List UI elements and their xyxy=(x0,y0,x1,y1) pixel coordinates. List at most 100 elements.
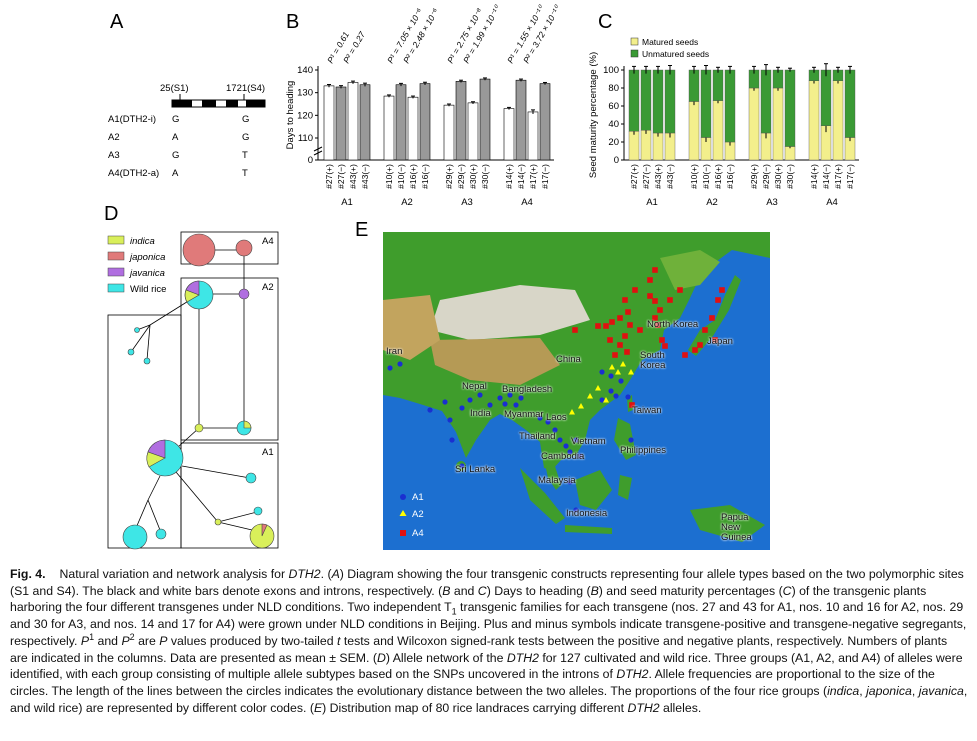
caption-label: Fig. 4. xyxy=(10,567,46,581)
map-point-a1 xyxy=(628,437,634,443)
group-label: A1 xyxy=(646,197,658,208)
map-point-a4 xyxy=(715,297,721,303)
caption-text: ) Diagram showing the four transgenic co… xyxy=(10,567,964,598)
bar-segment xyxy=(664,69,676,134)
map-label: Sri Lanka xyxy=(455,464,496,475)
bar-segment xyxy=(784,146,796,161)
map-label: Myanmar xyxy=(504,409,544,420)
legend-label: A1 xyxy=(412,492,424,503)
map-point-a1 xyxy=(449,437,455,443)
bar-segment xyxy=(844,69,856,138)
bar-segment xyxy=(820,69,832,126)
allele-s1: A xyxy=(172,132,179,143)
panel-letter: A xyxy=(110,11,124,33)
panel-letter: B xyxy=(286,11,299,33)
panel-letter: E xyxy=(355,219,368,241)
caption-text: 2 xyxy=(129,631,135,642)
bar-segment xyxy=(640,69,652,131)
map-point-a4 xyxy=(595,323,601,329)
x-tick-label: #10(−) xyxy=(701,164,711,189)
caption-text: ) and seed maturity percentages ( xyxy=(598,583,783,598)
network-legend: indica japonica javanica Wild rice xyxy=(107,235,166,295)
map-label: Taiwan xyxy=(632,405,662,416)
map-point-a1 xyxy=(477,392,483,398)
allele-s4: T xyxy=(242,150,248,161)
map-point-a1 xyxy=(567,449,573,455)
map-point-a1 xyxy=(599,369,605,375)
map-point-a4 xyxy=(667,297,673,303)
map-label: Vietnam xyxy=(571,436,606,447)
group-label: A3 xyxy=(461,197,473,208)
map-point-a4 xyxy=(647,277,653,283)
bar-segment xyxy=(712,100,724,161)
map-point-a4 xyxy=(697,342,703,348)
caption-text: , xyxy=(859,683,867,698)
map-point-a4 xyxy=(702,327,708,333)
map-point-a4 xyxy=(612,352,618,358)
x-tick-label: #27(−) xyxy=(641,164,651,189)
map-label: Bangladesh xyxy=(502,384,553,395)
bar xyxy=(359,84,371,161)
bar-segment xyxy=(712,69,724,101)
bar-segment xyxy=(688,101,700,161)
x-tick-label: #16(+) xyxy=(408,164,418,189)
bar xyxy=(455,81,467,161)
caption-text: values produced by two-tailed xyxy=(167,633,337,648)
site-label: 25(S1) xyxy=(160,83,189,94)
map-point-a1 xyxy=(459,463,465,469)
bar-segment xyxy=(640,130,652,161)
bar-segment xyxy=(748,87,760,161)
map-point-a4 xyxy=(677,287,683,293)
map-point-a1 xyxy=(567,479,573,485)
map-legend: A1 A2 A4 xyxy=(399,492,424,539)
panel-letter: C xyxy=(598,11,612,33)
axis-break xyxy=(313,146,323,156)
caption-text: DTH2 xyxy=(627,700,660,715)
caption-text: indica xyxy=(827,683,860,698)
caption: Fig. 4. Natural variation and network ana… xyxy=(10,566,968,716)
map-point-a4 xyxy=(682,352,688,358)
map-point-a1 xyxy=(467,397,473,403)
map-point-a4 xyxy=(572,327,578,333)
map-point-a4 xyxy=(657,307,663,313)
caption-text: P xyxy=(159,633,168,648)
x-tick-label: #29(+) xyxy=(444,164,454,189)
y-axis-label: Seed maturity percentage (%) xyxy=(588,52,599,178)
y-tick-label: 60 xyxy=(608,101,619,112)
group-label: A4 xyxy=(826,197,838,208)
bar-segment xyxy=(700,69,712,138)
x-tick-label: #14(−) xyxy=(516,164,526,189)
allele-s4: G xyxy=(242,132,249,143)
bar-segment xyxy=(784,69,796,147)
group-label: A1 xyxy=(262,447,274,458)
x-tick-label: #43(+) xyxy=(653,164,663,189)
map-label: Thailand xyxy=(519,431,556,442)
map-point-a2 xyxy=(603,397,609,403)
map-point-a4 xyxy=(647,293,653,299)
map-point-a1 xyxy=(557,437,563,443)
allele-name: A3 xyxy=(108,150,120,161)
caption-text: and xyxy=(450,583,478,598)
x-tick-label: #43(−) xyxy=(360,164,370,189)
map-point-a4 xyxy=(627,322,633,328)
y-tick-label: 100 xyxy=(603,65,619,76)
bar xyxy=(503,108,515,161)
allele-circles xyxy=(122,233,275,550)
x-tick-label: #30(+) xyxy=(468,164,478,189)
map-point-a4 xyxy=(652,298,658,304)
x-tick-label: #10(+) xyxy=(384,164,394,189)
map-point-a1 xyxy=(577,453,583,459)
map-label: India xyxy=(470,408,491,419)
y-tick-label: 0 xyxy=(308,155,313,166)
map-point-a2 xyxy=(628,369,634,375)
caption-text: A xyxy=(331,567,340,581)
map-point-a2 xyxy=(609,364,615,370)
map-point-a1 xyxy=(625,394,631,400)
bar xyxy=(479,78,491,161)
group-label: A4 xyxy=(262,236,274,247)
map-label: Japan xyxy=(707,336,733,347)
x-tick-label: #29(−) xyxy=(456,164,466,189)
x-tick-label: #10(−) xyxy=(396,164,406,189)
caption-text: D xyxy=(376,650,386,665)
